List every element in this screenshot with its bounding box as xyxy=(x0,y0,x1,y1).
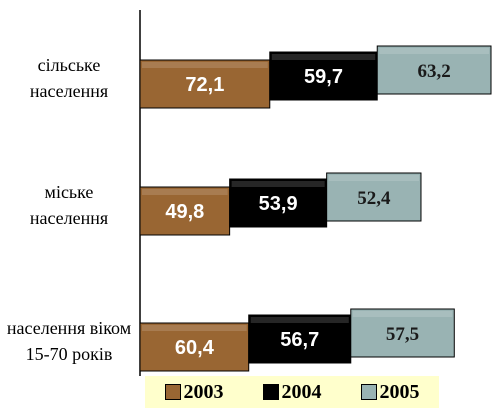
legend-label: 2003 xyxy=(183,380,224,403)
bar xyxy=(350,308,455,358)
value-label: 60,4 xyxy=(175,337,215,359)
category-label: сільське населення xyxy=(29,55,109,101)
bar xyxy=(229,178,328,228)
bar xyxy=(248,314,352,364)
legend: 2003 2004 2005 xyxy=(145,376,439,408)
legend-item: 2005 xyxy=(360,380,420,404)
bar-shade xyxy=(142,189,228,195)
bar-shade xyxy=(352,311,453,317)
category-label: населення віком 15-70 років xyxy=(6,318,132,364)
bar-shade xyxy=(328,175,419,181)
bar xyxy=(269,51,378,101)
value-label: 53,9 xyxy=(259,193,298,215)
category-label: міське населення xyxy=(29,182,109,228)
legend-swatch xyxy=(262,384,279,400)
legend-swatch xyxy=(360,384,377,400)
value-label: 72,1 xyxy=(185,74,224,96)
bar xyxy=(139,322,250,372)
value-label: 49,8 xyxy=(165,201,204,223)
bar xyxy=(376,45,492,95)
bar-shade xyxy=(379,48,489,54)
legend-label: 2004 xyxy=(281,380,322,403)
bar-shade xyxy=(142,62,268,68)
value-label: 56,7 xyxy=(280,329,319,351)
legend-label: 2005 xyxy=(379,380,420,403)
bar xyxy=(326,172,422,222)
value-label: 63,2 xyxy=(417,61,450,82)
bar-shade xyxy=(271,54,376,60)
legend-swatch xyxy=(164,384,181,400)
bar-shade xyxy=(250,317,349,323)
legend-item: 2003 xyxy=(164,380,224,404)
legend-item: 2004 xyxy=(262,380,322,404)
value-label: 57,5 xyxy=(386,324,419,345)
value-label: 59,7 xyxy=(304,66,343,88)
bar xyxy=(139,186,231,236)
bar-shade xyxy=(142,325,247,331)
value-label: 52,4 xyxy=(357,188,391,209)
bar-shade xyxy=(231,181,325,187)
